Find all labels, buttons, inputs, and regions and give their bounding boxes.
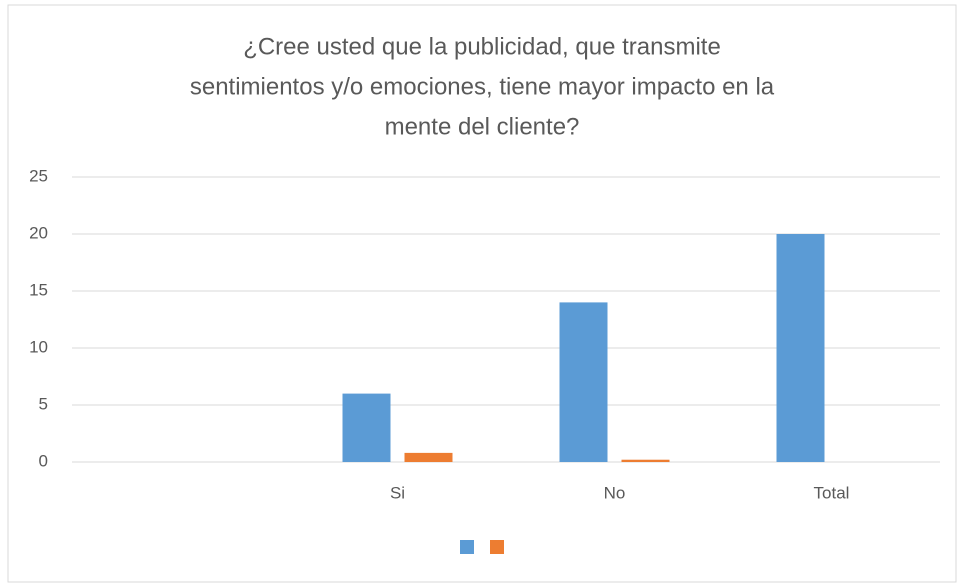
legend-swatch — [490, 540, 504, 554]
chart-title: ¿Cree usted que la publicidad, que trans… — [243, 33, 721, 60]
x-tick-label: Total — [814, 483, 850, 502]
x-tick-label: Si — [390, 483, 405, 502]
y-tick-label: 15 — [29, 280, 48, 299]
bar — [776, 234, 825, 462]
bar — [404, 452, 453, 462]
x-tick-label: No — [604, 483, 626, 502]
bar — [559, 302, 608, 462]
chart-title: sentimientos y/o emociones, tiene mayor … — [190, 73, 775, 100]
legend-swatch — [460, 540, 474, 554]
bar — [621, 459, 670, 462]
y-tick-label: 25 — [29, 166, 48, 185]
y-tick-label: 10 — [29, 337, 48, 356]
y-tick-label: 20 — [29, 223, 48, 242]
chart-title: mente del cliente? — [385, 113, 580, 140]
bar — [342, 393, 391, 462]
y-tick-label: 0 — [39, 451, 48, 470]
y-tick-label: 5 — [39, 394, 48, 413]
